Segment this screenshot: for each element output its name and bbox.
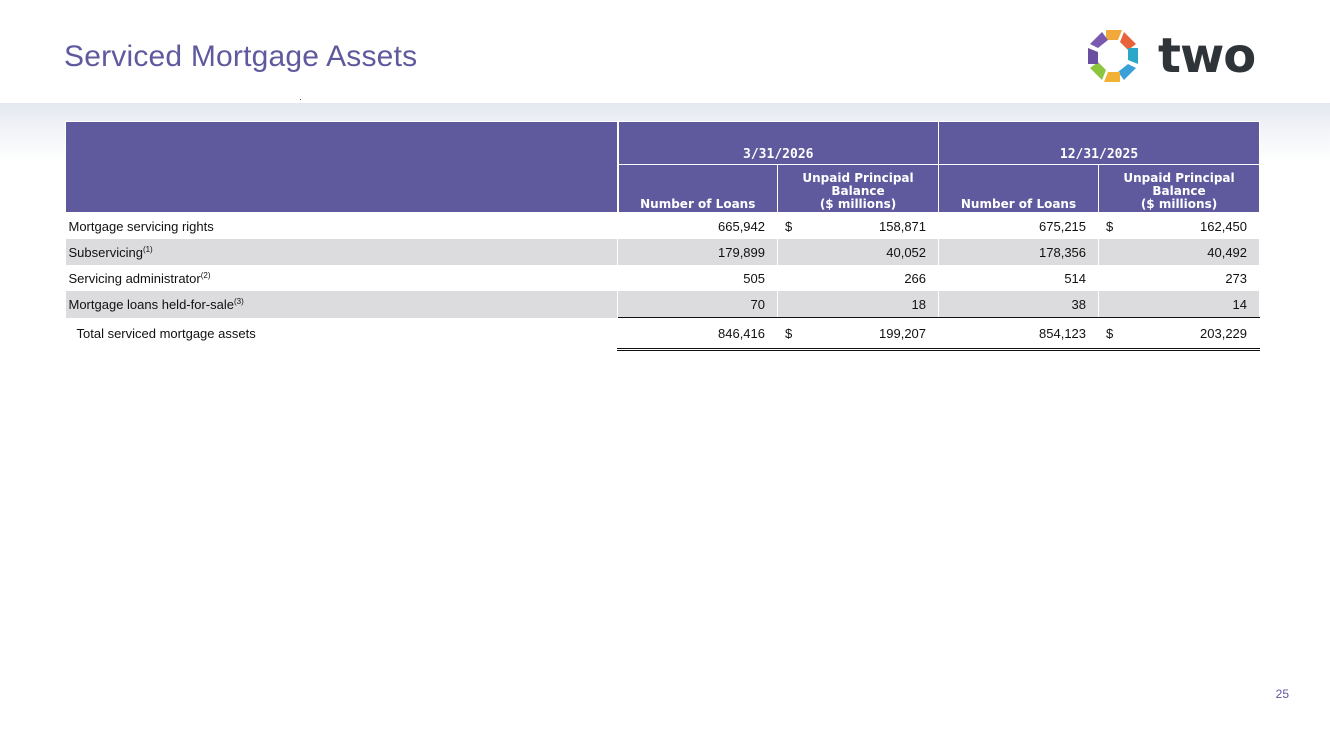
logo-wordmark: two [1158, 28, 1256, 84]
table-row: Mortgage loans held-for-sale(3) 70 18 38… [65, 291, 1261, 318]
stray-mark [300, 99, 301, 100]
cell-upb-q4: 14 [1098, 291, 1261, 318]
total-row: Total serviced mortgage assets 846,416 $… [65, 317, 1261, 351]
row-label: Mortgage servicing rights [65, 212, 618, 239]
period-header-q4: 12/31/2025 [938, 121, 1261, 165]
cell-upb-q4: 40,492 [1098, 239, 1261, 265]
cell-upb-q4: $162,450 [1098, 212, 1261, 239]
cell-upb-q4: 273 [1098, 265, 1261, 291]
total-loans-q1: 846,416 [617, 317, 778, 351]
page-number: 25 [1275, 687, 1289, 701]
row-label: Mortgage loans held-for-sale(3) [65, 291, 618, 318]
cell-loans-q1: 179,899 [617, 239, 778, 265]
header-blank [65, 121, 619, 213]
table-row: Servicing administrator(2) 505 266 514 2… [65, 265, 1261, 291]
cell-loans-q1: 665,942 [617, 212, 778, 239]
cell-loans-q4: 514 [938, 265, 1100, 291]
row-label: Subservicing(1) [65, 239, 618, 265]
cell-upb-q1: 266 [777, 265, 940, 291]
cell-upb-q1: 18 [777, 291, 940, 318]
col-loans-q4: Number of Loans [938, 164, 1100, 213]
cell-loans-q1: 505 [617, 265, 778, 291]
table-row: Mortgage servicing rights 665,942 $158,8… [65, 212, 1261, 239]
table-row: Subservicing(1) 179,899 40,052 178,356 4… [65, 239, 1261, 265]
row-label: Servicing administrator(2) [65, 265, 618, 291]
page-title: Serviced Mortgage Assets [64, 40, 418, 73]
col-upb-q1: Unpaid Principal Balance ($ millions) [776, 164, 940, 213]
total-loans-q4: 854,123 [938, 317, 1100, 351]
total-upb-q1: $199,207 [777, 317, 940, 351]
cell-upb-q1: 40,052 [777, 239, 940, 265]
col-loans-q1: Number of Loans [617, 164, 778, 213]
cell-loans-q1: 70 [617, 291, 778, 318]
total-label: Total serviced mortgage assets [65, 317, 618, 350]
cell-loans-q4: 38 [938, 291, 1100, 318]
logo-mark-icon [1088, 30, 1138, 82]
cell-upb-q1: $158,871 [777, 212, 940, 239]
col-upb-q4: Unpaid Principal Balance ($ millions) [1098, 164, 1261, 213]
cell-loans-q4: 178,356 [938, 239, 1100, 265]
serviced-assets-table: 3/31/2026 12/31/2025 Number of Loans Unp… [65, 121, 1261, 351]
company-logo: two [1084, 26, 1264, 88]
total-upb-q4: $203,229 [1098, 317, 1261, 351]
period-header-q1: 3/31/2026 [616, 121, 940, 165]
cell-loans-q4: 675,215 [938, 212, 1100, 239]
